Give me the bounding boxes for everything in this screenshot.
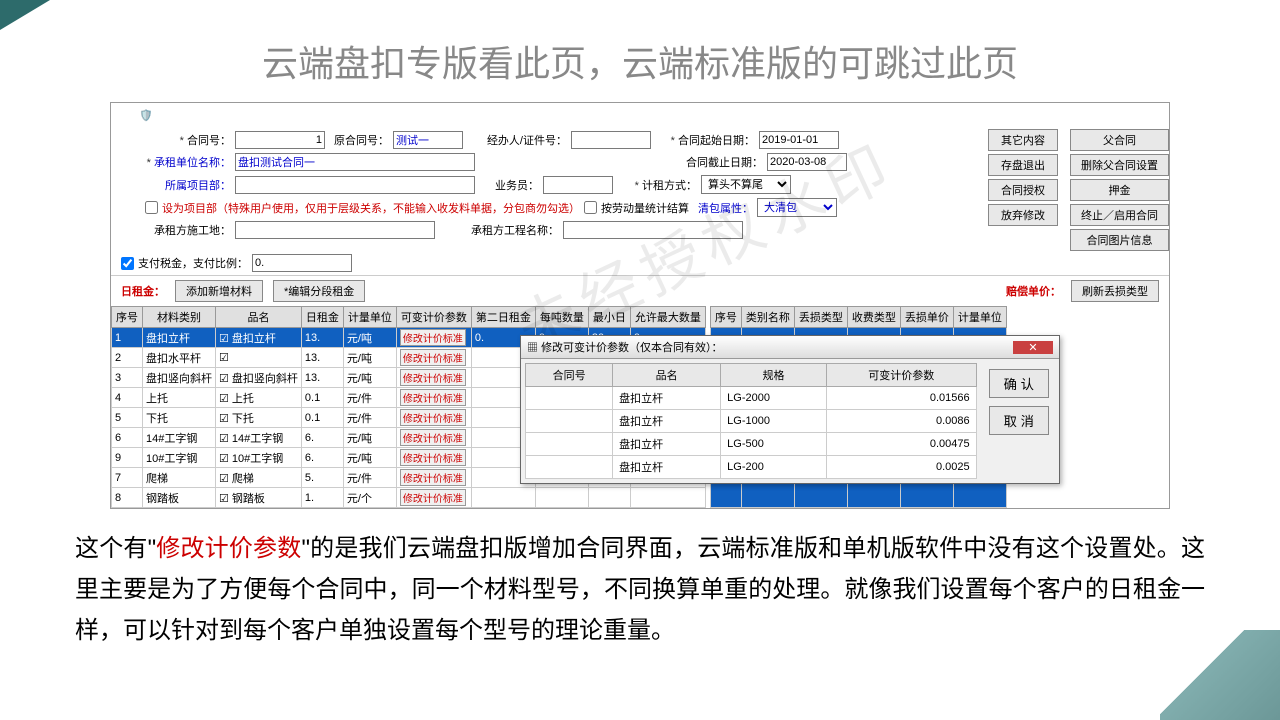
corner-decoration-tl xyxy=(0,0,50,30)
close-icon[interactable]: ✕ xyxy=(1013,341,1053,354)
table-row[interactable]: 盘扣立杆LG-2000.0025 xyxy=(526,456,977,479)
proj-name-label: 承租方工程名称： xyxy=(439,222,559,238)
dialog-icon: ▦ xyxy=(527,342,538,354)
discard-button[interactable]: 放弃修改 xyxy=(988,204,1058,226)
site-input[interactable] xyxy=(235,221,435,239)
modify-param-dialog: ▦ 修改可变计价参数（仅本合同有效）： ✕ 合同号品名规格可变计价参数 盘扣立杆… xyxy=(520,335,1060,484)
explanation-text: 这个有"修改计价参数"的是我们云端盘扣版增加合同界面，云端标准版和单机版软件中没… xyxy=(0,509,1280,671)
edit-segment-button[interactable]: *编辑分段租金 xyxy=(273,280,365,302)
proj-name-input[interactable] xyxy=(563,221,743,239)
parent-contract-button[interactable]: 父合同 xyxy=(1070,129,1169,151)
labor-calc-label: 按劳动量统计结算 xyxy=(601,200,689,216)
images-button[interactable]: 合同图片信息 xyxy=(1070,229,1169,251)
corner-decoration-br xyxy=(1160,630,1280,720)
labor-calc-checkbox[interactable] xyxy=(584,201,597,214)
pay-tax-label: 支付税金，支付比例： xyxy=(138,255,248,271)
salesman-input[interactable] xyxy=(543,176,613,194)
modify-price-button[interactable]: 修改计价标准 xyxy=(400,369,466,386)
end-date-input[interactable] xyxy=(767,153,847,171)
project-input[interactable] xyxy=(235,176,475,194)
shield-icon: 🛡️ xyxy=(139,109,153,123)
deposit-button[interactable]: 押金 xyxy=(1070,179,1169,201)
day-rent-label: 日租金： xyxy=(121,283,165,299)
modify-price-button[interactable]: 修改计价标准 xyxy=(400,449,466,466)
handler-input[interactable] xyxy=(571,131,651,149)
salesman-label: 业务员： xyxy=(479,177,539,193)
project-note: 设为项目部（特殊用户使用，仅用于层级关系，不能输入收发料单据，分包商勿勾选） xyxy=(162,200,580,216)
param-table: 合同号品名规格可变计价参数 盘扣立杆LG-20000.01566盘扣立杆LG-1… xyxy=(525,363,977,479)
orig-contract-input[interactable] xyxy=(393,131,463,149)
lessee-label: 承租单位名称： xyxy=(111,154,231,170)
site-label: 承租方施工地： xyxy=(111,222,231,238)
modify-price-button[interactable]: 修改计价标准 xyxy=(400,349,466,366)
end-date-label: 合同截止日期： xyxy=(663,154,763,170)
table-row[interactable]: 盘扣立杆LG-5000.00475 xyxy=(526,433,977,456)
modify-price-button[interactable]: 修改计价标准 xyxy=(400,329,466,346)
pricing-label: 计租方式： xyxy=(617,177,697,193)
other-content-button[interactable]: 其它内容 xyxy=(988,129,1058,151)
table-row[interactable]: 8钢踏板☑ 钢踏板1.元/个修改计价标准 xyxy=(112,488,706,508)
refresh-loss-button[interactable]: 刷新丢损类型 xyxy=(1071,280,1159,302)
comp-price-label: 赔偿单价： xyxy=(1006,283,1061,299)
modify-price-button[interactable]: 修改计价标准 xyxy=(400,409,466,426)
add-material-button[interactable]: 添加新增材料 xyxy=(175,280,263,302)
handler-label: 经办人/证件号： xyxy=(467,132,567,148)
contract-no-label: 合同号： xyxy=(111,132,231,148)
cancel-button[interactable]: 取 消 xyxy=(989,406,1049,435)
pay-tax-input[interactable] xyxy=(252,254,352,272)
table-row[interactable]: 盘扣立杆LG-10000.0086 xyxy=(526,410,977,433)
save-exit-button[interactable]: 存盘退出 xyxy=(988,154,1058,176)
start-date-input[interactable] xyxy=(759,131,839,149)
lessee-input[interactable] xyxy=(235,153,475,171)
modify-price-button[interactable]: 修改计价标准 xyxy=(400,489,466,506)
pkg-label: 清包属性： xyxy=(693,200,753,216)
start-date-label: 合同起始日期： xyxy=(655,132,755,148)
pkg-select[interactable]: 大清包 xyxy=(757,198,837,217)
project-label: 所属项目部： xyxy=(111,177,231,193)
dialog-title-text: 修改可变计价参数（仅本合同有效）： xyxy=(541,342,723,354)
confirm-button[interactable]: 确 认 xyxy=(989,369,1049,398)
page-title: 云端盘扣专版看此页，云端标准版的可跳过此页 xyxy=(0,0,1280,102)
pricing-select[interactable]: 算头不算尾 xyxy=(701,175,791,194)
terminate-button[interactable]: 终止／启用合同 xyxy=(1070,204,1169,226)
orig-contract-label: 原合同号： xyxy=(329,132,389,148)
project-dept-checkbox[interactable] xyxy=(145,201,158,214)
contract-auth-button[interactable]: 合同授权 xyxy=(988,179,1058,201)
modify-price-button[interactable]: 修改计价标准 xyxy=(400,389,466,406)
modify-price-button[interactable]: 修改计价标准 xyxy=(400,469,466,486)
modify-price-button[interactable]: 修改计价标准 xyxy=(400,429,466,446)
pay-tax-checkbox[interactable] xyxy=(121,257,134,270)
del-parent-button[interactable]: 删除父合同设置 xyxy=(1070,154,1169,176)
table-row[interactable]: 盘扣立杆LG-20000.01566 xyxy=(526,387,977,410)
contract-no-input[interactable] xyxy=(235,131,325,149)
